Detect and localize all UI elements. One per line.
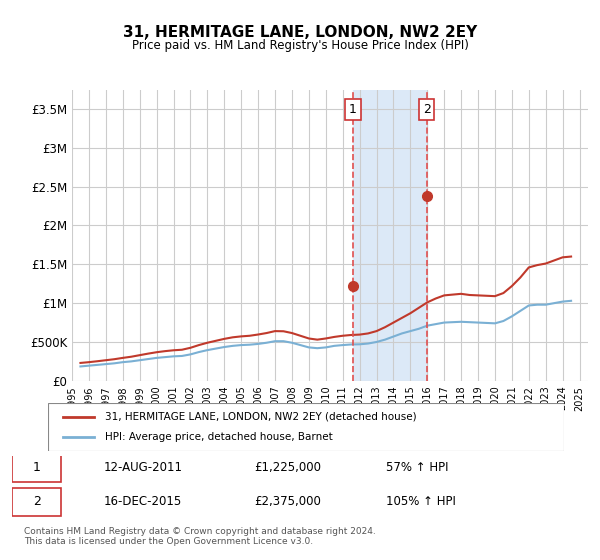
Text: 2: 2 xyxy=(33,494,41,508)
Text: Price paid vs. HM Land Registry's House Price Index (HPI): Price paid vs. HM Land Registry's House … xyxy=(131,39,469,52)
FancyBboxPatch shape xyxy=(12,488,61,516)
Text: 1: 1 xyxy=(349,103,357,116)
Text: HPI: Average price, detached house, Barnet: HPI: Average price, detached house, Barn… xyxy=(105,432,332,442)
Bar xyxy=(353,90,427,381)
Text: 105% ↑ HPI: 105% ↑ HPI xyxy=(386,494,456,508)
FancyBboxPatch shape xyxy=(12,454,61,482)
Text: £2,375,000: £2,375,000 xyxy=(254,494,321,508)
Text: 57% ↑ HPI: 57% ↑ HPI xyxy=(386,461,449,474)
Text: £1,225,000: £1,225,000 xyxy=(254,461,321,474)
Text: 12-AUG-2011: 12-AUG-2011 xyxy=(104,461,183,474)
Text: Contains HM Land Registry data © Crown copyright and database right 2024.
This d: Contains HM Land Registry data © Crown c… xyxy=(24,526,376,546)
Text: 16-DEC-2015: 16-DEC-2015 xyxy=(104,494,182,508)
Text: 1: 1 xyxy=(33,461,41,474)
FancyBboxPatch shape xyxy=(48,403,564,451)
Text: 2: 2 xyxy=(422,103,431,116)
Text: 31, HERMITAGE LANE, LONDON, NW2 2EY (detached house): 31, HERMITAGE LANE, LONDON, NW2 2EY (det… xyxy=(105,412,416,422)
Text: 31, HERMITAGE LANE, LONDON, NW2 2EY: 31, HERMITAGE LANE, LONDON, NW2 2EY xyxy=(123,25,477,40)
